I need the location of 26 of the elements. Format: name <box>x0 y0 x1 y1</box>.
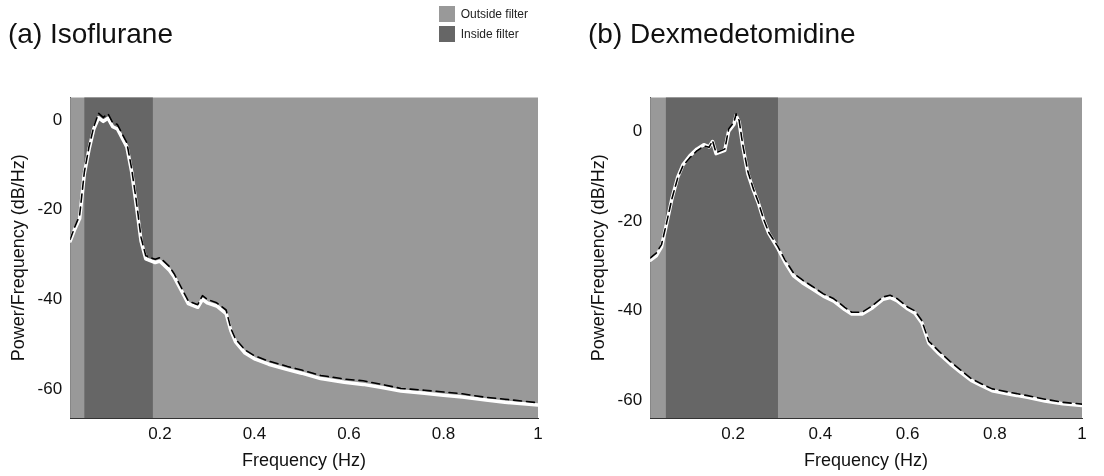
y-tick-label: -20 <box>37 199 63 219</box>
x-tick-label: 0.8 <box>431 423 456 443</box>
x-tick-label: 0.4 <box>242 423 267 443</box>
x-tick-label: 0.4 <box>808 423 833 443</box>
legend-label: Outside filter <box>460 6 528 23</box>
x-tick-label: 1 <box>1077 423 1087 443</box>
x-tick-label: 0.8 <box>982 423 1007 443</box>
x-axis-title: Frequency (Hz) <box>804 450 929 471</box>
legend-label: Inside filter <box>460 26 519 43</box>
chart-title: (b) Dexmedetomidine <box>588 17 856 49</box>
y-axis-title: Power/Frequency (dB/Hz) <box>7 154 28 362</box>
x-tick-label: 0.2 <box>721 423 745 443</box>
y-axis-title: Power/Frequency (dB/Hz) <box>587 154 608 362</box>
chart-title: (a) Isoflurane <box>8 17 173 49</box>
x-tick-label: 0.6 <box>895 423 920 443</box>
y-tick-label: -20 <box>617 210 643 230</box>
y-tick-label: -60 <box>37 378 63 398</box>
y-tick-label: -40 <box>617 300 643 320</box>
y-tick-label: 0 <box>632 120 643 140</box>
x-tick-label: 1 <box>533 423 543 443</box>
x-tick-label: 0.6 <box>337 423 361 443</box>
x-tick-label: 0.2 <box>148 423 172 443</box>
x-axis-title: Frequency (Hz) <box>242 450 367 471</box>
y-tick-label: -40 <box>37 288 63 308</box>
y-tick-label: -60 <box>617 389 643 409</box>
y-tick-label: 0 <box>52 109 63 129</box>
